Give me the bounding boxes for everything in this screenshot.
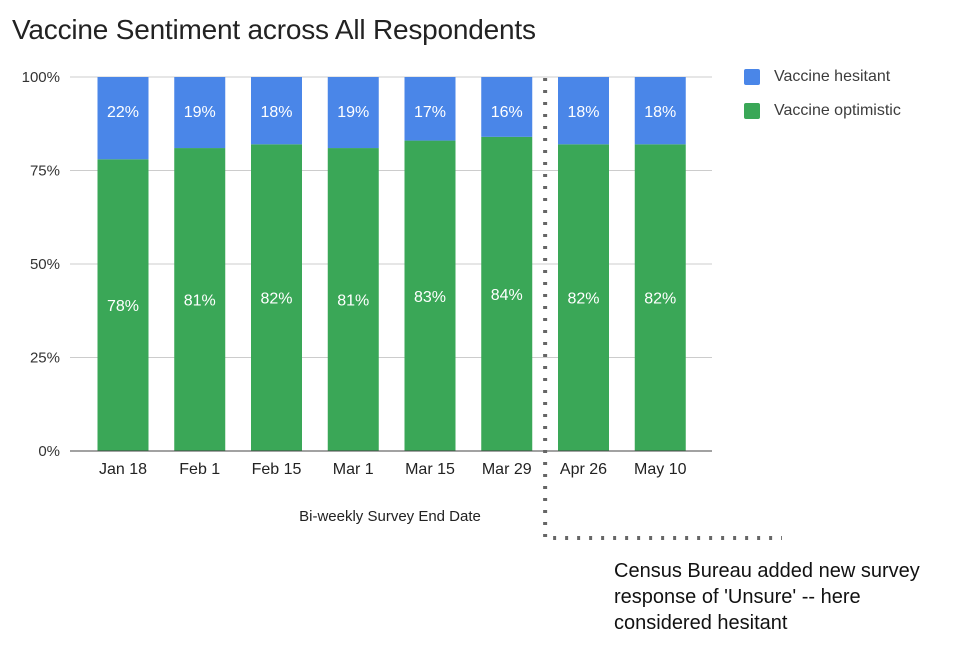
bar-hesitant bbox=[174, 77, 226, 149]
bar-optimistic bbox=[558, 144, 609, 451]
bar-optimistic bbox=[251, 144, 302, 451]
legend-swatch-hesitant bbox=[744, 69, 760, 85]
x-tick-label: Apr 26 bbox=[560, 461, 607, 478]
data-labels: 78% 22% 81% 19% 82% 18% 81% 19% 83% 17% 84% 16% 82% 1… bbox=[107, 104, 676, 315]
data-label-hesitant: 19% bbox=[337, 104, 369, 121]
bars bbox=[97, 77, 686, 451]
legend: Vaccine hesitant Vaccine optimistic bbox=[744, 66, 901, 134]
data-label-hesitant: 18% bbox=[260, 104, 292, 121]
bar-hesitant bbox=[634, 77, 686, 145]
x-tick-label: Mar 15 bbox=[405, 461, 455, 478]
data-label-optimistic: 82% bbox=[644, 291, 676, 308]
data-label-hesitant: 22% bbox=[107, 104, 139, 121]
x-tick-label: Feb 15 bbox=[252, 461, 302, 478]
data-label-hesitant: 16% bbox=[491, 104, 523, 121]
x-tick-label: Feb 1 bbox=[179, 461, 220, 478]
bar-optimistic bbox=[481, 136, 533, 451]
legend-item-optimistic: Vaccine optimistic bbox=[744, 100, 901, 122]
bar-optimistic bbox=[634, 144, 686, 451]
data-label-hesitant: 18% bbox=[567, 104, 599, 121]
data-label-optimistic: 81% bbox=[184, 293, 216, 310]
y-tick-label: 75% bbox=[30, 163, 60, 180]
data-label-optimistic: 81% bbox=[337, 293, 369, 310]
x-tick-label: Jan 18 bbox=[99, 461, 147, 478]
data-label-optimistic: 78% bbox=[107, 298, 139, 315]
data-label-hesitant: 17% bbox=[414, 104, 446, 121]
legend-swatch-optimistic bbox=[744, 103, 760, 119]
grid-lines bbox=[70, 76, 712, 358]
bar-optimistic bbox=[404, 140, 456, 451]
legend-item-hesitant: Vaccine hesitant bbox=[744, 66, 901, 88]
bar-optimistic bbox=[327, 148, 379, 451]
chart-title: Vaccine Sentiment across All Respondents bbox=[12, 14, 536, 45]
bar-optimistic bbox=[97, 159, 149, 451]
data-label-optimistic: 84% bbox=[491, 287, 523, 304]
bar-optimistic bbox=[174, 148, 226, 451]
data-label-hesitant: 19% bbox=[184, 104, 216, 121]
data-label-optimistic: 82% bbox=[567, 291, 599, 308]
axes: 0% 25% 50% 75% 100% Jan 18 Feb 1 Feb 15 Mar 1 Mar… bbox=[22, 69, 712, 525]
y-tick-label: 100% bbox=[22, 69, 60, 86]
legend-label-hesitant: Vaccine hesitant bbox=[774, 68, 891, 85]
bar-hesitant bbox=[251, 77, 302, 145]
bar-hesitant bbox=[481, 77, 533, 137]
x-tick-label: Mar 1 bbox=[333, 461, 374, 478]
data-label-hesitant: 18% bbox=[644, 104, 676, 121]
x-tick-label: Mar 29 bbox=[482, 461, 532, 478]
y-tick-label: 50% bbox=[30, 256, 60, 273]
y-tick-label: 25% bbox=[30, 350, 60, 367]
data-label-optimistic: 83% bbox=[414, 289, 446, 306]
x-axis-title: Bi-weekly Survey End Date bbox=[299, 508, 481, 525]
data-label-optimistic: 82% bbox=[260, 291, 292, 308]
bar-hesitant bbox=[404, 77, 456, 141]
bar-hesitant bbox=[327, 77, 379, 149]
legend-label-optimistic: Vaccine optimistic bbox=[774, 102, 901, 119]
bar-hesitant bbox=[558, 77, 609, 145]
y-tick-label: 0% bbox=[38, 443, 60, 460]
annotation-note: Census Bureau added new survey response … bbox=[614, 560, 920, 634]
bar-hesitant bbox=[97, 77, 149, 160]
x-tick-label: May 10 bbox=[634, 461, 687, 478]
